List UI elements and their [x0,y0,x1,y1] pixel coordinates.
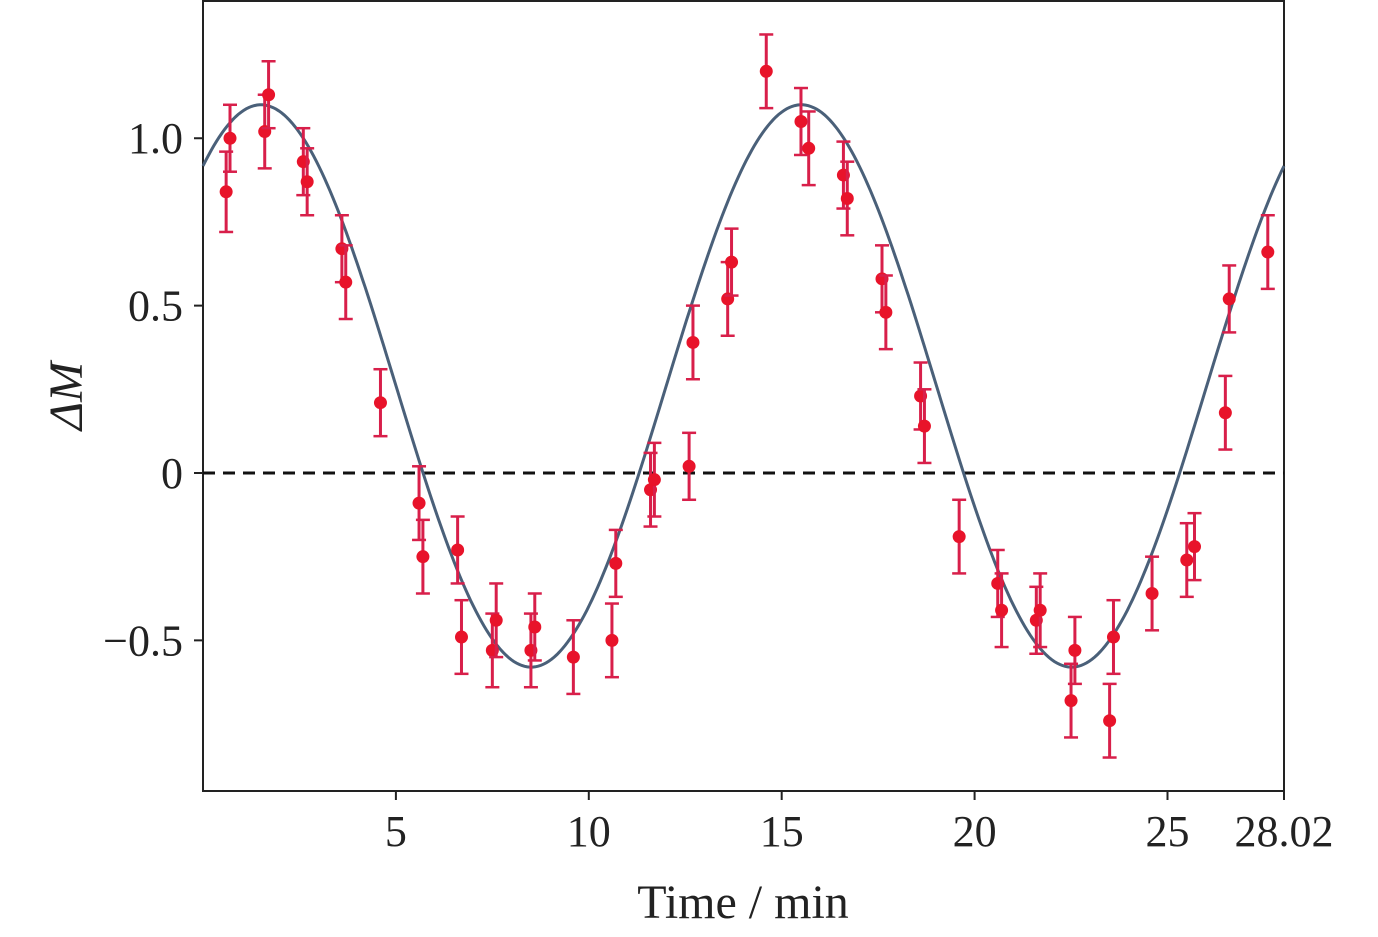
point-marker [1145,587,1159,600]
point-marker [339,275,353,289]
data-point [450,515,465,585]
x-tick-label: 15 [760,807,804,856]
data-point [685,304,700,381]
point-marker [219,185,233,199]
data-point [373,367,388,438]
point-marker [1222,292,1236,306]
fit-curve [201,103,1286,669]
data-point [454,598,469,676]
point-marker [609,556,623,570]
data-point [415,518,430,595]
point-marker [416,550,430,564]
point-marker [373,396,387,410]
y-tick-label: 1.0 [128,114,183,163]
point-marker [995,603,1009,617]
point-marker [1068,643,1082,657]
point-marker [686,335,700,349]
point-marker [647,473,661,487]
x-tick-label: 28.02 [1235,807,1334,856]
data-point [261,60,276,130]
x-tick-label: 10 [567,807,611,856]
data-point [1145,555,1160,632]
x-axis-label: Time / min [637,876,849,929]
data-point [489,582,504,659]
point-marker [725,255,739,269]
data-point [1067,615,1082,686]
point-marker [1033,603,1047,617]
data-point [300,147,315,217]
plot-frame [202,0,1285,792]
point-marker [879,305,893,319]
point-marker [262,88,276,102]
data-point [647,441,662,518]
point-marker [759,64,773,78]
point-marker [489,613,503,627]
data-point [223,103,238,173]
data-point [338,244,353,321]
point-marker [1261,245,1275,259]
data-point [1260,213,1275,291]
data-point [1179,521,1194,599]
point-marker [454,630,468,644]
point-marker [1218,406,1232,420]
point-marker [802,141,816,155]
point-marker [840,192,854,205]
y-tick-label: 0 [161,449,183,498]
data-point [994,572,1009,649]
data-point [917,388,932,465]
data-point [682,431,697,502]
point-marker [682,459,696,473]
data-point [1033,572,1048,649]
y-axis-ticks: 1.0 0.5 0 −0.5 [103,114,203,665]
data-point [1187,511,1202,582]
x-axis-ticks: 5 10 15 20 25 28.02 [385,791,1334,856]
data-point [527,592,542,662]
point-marker [300,175,314,189]
x-tick-label: 25 [1145,807,1189,856]
x-tick-label: 20 [953,807,997,856]
data-point [604,602,619,679]
point-marker [223,131,237,145]
point-marker [412,496,426,510]
data-point [566,619,581,696]
point-marker [451,543,465,557]
data-point [840,160,855,237]
data-point [793,86,808,157]
point-marker [794,115,808,129]
data-point [952,498,967,575]
point-marker [917,419,931,433]
y-tick-label: −0.5 [103,616,183,665]
point-marker [1187,540,1201,554]
x-tick-label: 5 [385,807,407,856]
point-marker [1064,694,1078,708]
data-point [878,274,893,351]
data-point [1102,682,1117,759]
point-marker [1106,630,1120,644]
data-point [1218,374,1233,451]
y-axis-label: ΔM [40,359,93,432]
data-point [1106,598,1121,676]
data-point [1222,264,1237,334]
point-marker [1103,714,1117,728]
point-marker [528,620,542,634]
point-marker [1180,553,1194,567]
data-point [608,528,623,599]
y-tick-label: 0.5 [128,282,183,331]
point-marker [566,650,580,664]
data-point [801,110,816,187]
point-marker [605,633,619,647]
data-points [219,33,1275,759]
point-marker [952,530,966,544]
data-point [759,33,774,110]
data-point [724,227,739,297]
